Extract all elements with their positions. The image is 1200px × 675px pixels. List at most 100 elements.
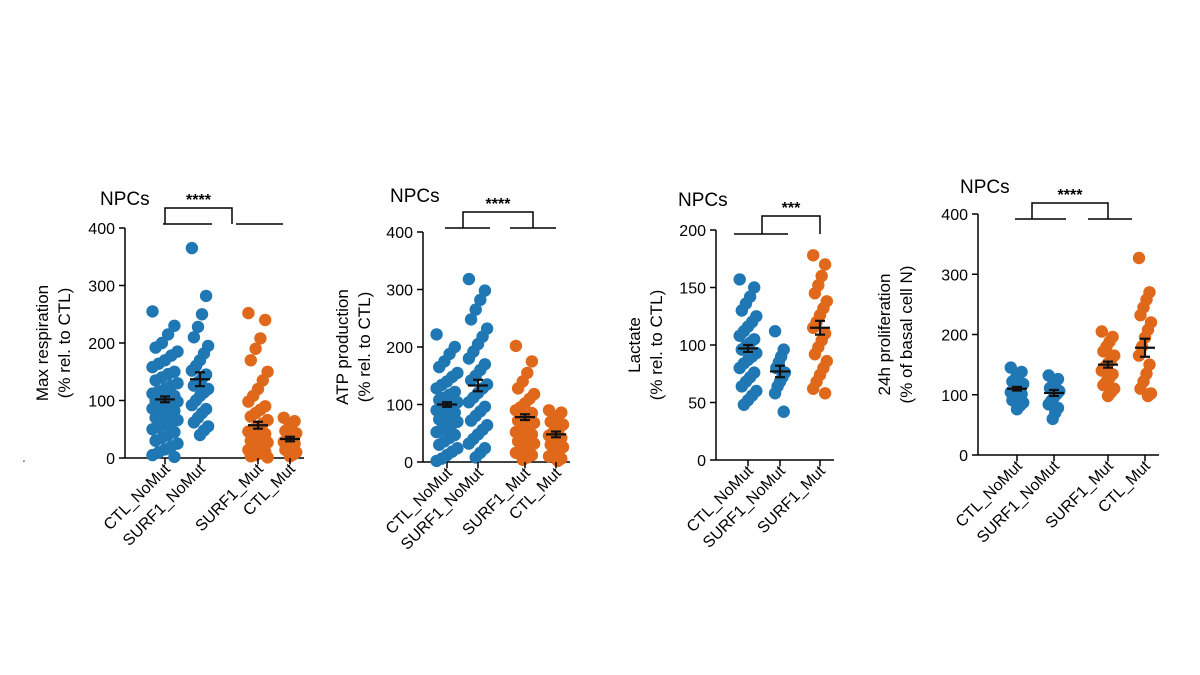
data-point bbox=[469, 303, 482, 316]
chart-panel-2: NPCs 0 100 200 300 400 ATP production (% rel. t… bbox=[333, 186, 570, 554]
panel-title: NPCs bbox=[960, 177, 1010, 198]
y-tick-label: 300 bbox=[88, 279, 115, 296]
data-point bbox=[808, 287, 822, 300]
data-point bbox=[777, 405, 790, 418]
y-tick-label: 100 bbox=[679, 338, 706, 355]
data-point bbox=[195, 308, 209, 321]
data-point bbox=[808, 348, 822, 361]
y-tick-label: 0 bbox=[404, 455, 413, 472]
data-point bbox=[1132, 349, 1146, 362]
y-tick-label: 100 bbox=[88, 394, 115, 411]
data-point bbox=[146, 305, 159, 318]
data-point bbox=[1095, 325, 1109, 338]
data-point bbox=[735, 304, 748, 317]
y-tick-label: 200 bbox=[941, 328, 968, 345]
data-point bbox=[807, 249, 820, 262]
data-point bbox=[474, 293, 487, 307]
significance-bracket bbox=[462, 211, 534, 228]
data-point bbox=[464, 374, 478, 387]
y-axis-label: (% rel. to CTL) bbox=[55, 288, 74, 399]
data-point bbox=[433, 438, 446, 451]
y-axis-label: (% rel. to CTL) bbox=[355, 292, 374, 403]
data-point bbox=[199, 289, 213, 303]
data-point bbox=[185, 241, 199, 255]
data-point bbox=[509, 339, 523, 353]
significance-bracket bbox=[761, 215, 821, 234]
data-point bbox=[146, 423, 159, 436]
data-point bbox=[433, 360, 446, 374]
data-point bbox=[244, 450, 257, 463]
significance-bracket bbox=[164, 207, 233, 224]
y-tick-label: 400 bbox=[941, 207, 968, 224]
data-point bbox=[733, 329, 746, 342]
y-tick-label: 0 bbox=[959, 448, 968, 465]
data-point bbox=[149, 434, 162, 447]
data-point bbox=[818, 258, 832, 271]
y-tick-label: 400 bbox=[88, 221, 115, 238]
data-point bbox=[242, 395, 255, 408]
significance-label: **** bbox=[186, 192, 212, 209]
data-point bbox=[462, 272, 476, 286]
data-point bbox=[244, 354, 257, 367]
data-point bbox=[261, 451, 274, 464]
data-point bbox=[551, 454, 564, 468]
data-point bbox=[185, 398, 199, 412]
data-point bbox=[187, 331, 201, 344]
y-tick-label: 100 bbox=[386, 398, 413, 415]
y-axis-label: (% of basal cell N) bbox=[897, 266, 916, 404]
data-point bbox=[1141, 389, 1155, 403]
data-point bbox=[464, 313, 478, 326]
data-point bbox=[735, 380, 748, 393]
y-axis-label: (% rel. to CTL) bbox=[647, 290, 666, 401]
data-point bbox=[259, 313, 272, 327]
y-axis-label: Max respiration bbox=[33, 285, 52, 401]
significance-label: **** bbox=[486, 196, 512, 213]
data-point bbox=[168, 450, 181, 464]
data-point bbox=[1132, 251, 1146, 265]
data-point bbox=[149, 374, 162, 387]
data-point bbox=[818, 387, 832, 400]
y-tick-label: 200 bbox=[386, 340, 413, 357]
significance-label: **** bbox=[1058, 187, 1084, 204]
y-axis-label: ATP production bbox=[333, 289, 352, 405]
y-tick-label: 150 bbox=[679, 281, 706, 298]
data-point bbox=[430, 454, 443, 468]
panel-title: NPCs bbox=[390, 186, 440, 207]
data-point bbox=[430, 328, 443, 341]
data-point bbox=[254, 332, 267, 345]
data-point bbox=[1010, 403, 1024, 416]
y-tick-label: 400 bbox=[386, 225, 413, 242]
data-point bbox=[168, 319, 181, 332]
data-point bbox=[807, 382, 820, 395]
data-point bbox=[462, 352, 476, 365]
y-axis-label: Lactate bbox=[625, 317, 644, 373]
y-tick-label: 300 bbox=[386, 283, 413, 300]
y-tick-label: 200 bbox=[679, 223, 706, 240]
data-point bbox=[193, 428, 207, 442]
data-point bbox=[185, 364, 199, 377]
data-point bbox=[478, 284, 492, 297]
data-point bbox=[511, 382, 525, 395]
y-tick-label: 50 bbox=[688, 396, 706, 413]
data-point bbox=[187, 416, 201, 429]
data-point bbox=[1134, 309, 1147, 322]
data-point bbox=[1046, 412, 1059, 426]
data-point bbox=[733, 361, 746, 375]
data-point bbox=[1004, 361, 1017, 374]
panel-title: NPCs bbox=[678, 190, 728, 211]
data-point bbox=[462, 437, 476, 450]
data-point bbox=[1101, 389, 1115, 403]
data-point bbox=[1042, 398, 1055, 411]
y-tick-label: 0 bbox=[697, 453, 706, 470]
data-point bbox=[161, 328, 175, 341]
data-point bbox=[1097, 345, 1110, 358]
y-axis-label: 24h proliferation bbox=[875, 274, 894, 396]
data-point bbox=[242, 306, 255, 320]
data-point bbox=[464, 414, 478, 427]
data-point bbox=[462, 396, 476, 409]
data-point bbox=[768, 325, 782, 338]
data-point bbox=[430, 382, 443, 395]
significance-label: *** bbox=[782, 200, 801, 217]
